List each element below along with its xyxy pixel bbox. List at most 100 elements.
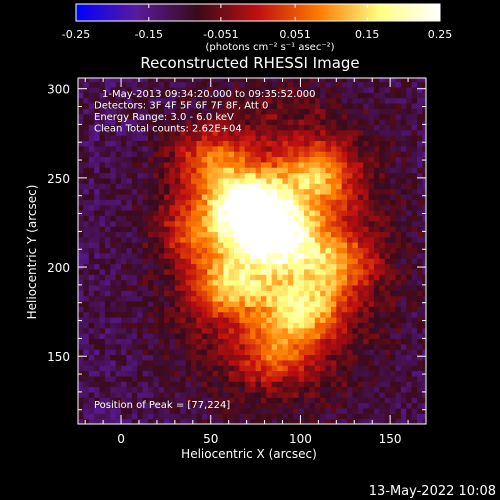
heatmap-cell	[320, 124, 327, 131]
heatmap-cell	[287, 113, 294, 120]
heatmap-cell	[158, 413, 165, 420]
heatmap-cell	[363, 258, 370, 265]
heatmap-cell	[201, 295, 208, 302]
heatmap-cell	[384, 247, 391, 254]
heatmap-cell	[212, 193, 219, 200]
heatmap-cell	[191, 242, 197, 249]
heatmap-cell	[293, 407, 300, 414]
heatmap-cell	[266, 258, 273, 265]
heatmap-cell	[341, 236, 348, 243]
heatmap-cell	[212, 407, 219, 414]
heatmap-cell	[266, 349, 273, 356]
heatmap-cell	[217, 316, 224, 323]
heatmap-cell	[255, 386, 262, 393]
heatmap-cell	[147, 220, 154, 227]
heatmap-cell	[320, 247, 327, 254]
heatmap-cell	[228, 236, 235, 243]
heatmap-cell	[217, 209, 224, 216]
heatmap-cell	[406, 333, 413, 339]
heatmap-cell	[201, 113, 208, 120]
heatmap-cell	[212, 300, 219, 307]
heatmap-cell	[357, 81, 364, 88]
heatmap-cell	[277, 204, 284, 211]
heatmap-cell	[277, 397, 284, 404]
heatmap-cell	[373, 359, 380, 366]
heatmap-cell	[78, 177, 84, 184]
heatmap-cell	[115, 209, 122, 216]
heatmap-cell	[411, 199, 418, 206]
heatmap-cell	[250, 338, 257, 345]
heatmap-cell	[185, 327, 192, 334]
heatmap-cell	[169, 263, 176, 270]
heatmap-cell	[309, 391, 316, 398]
heatmap-cell	[304, 311, 310, 318]
heatmap-cell	[131, 365, 138, 372]
heatmap-cell	[400, 375, 407, 382]
heatmap-cell	[411, 365, 418, 372]
heatmap-cell	[379, 193, 386, 200]
heatmap-cell	[304, 209, 310, 216]
heatmap-cell	[201, 418, 208, 424]
heatmap-cell	[282, 263, 289, 270]
heatmap-cell	[304, 247, 310, 254]
heatmap-cell	[352, 316, 359, 323]
heatmap-cell	[131, 391, 138, 398]
heatmap-cell	[239, 183, 246, 190]
heatmap-cell	[131, 151, 138, 158]
heatmap-cell	[320, 193, 327, 200]
heatmap-cell	[244, 236, 251, 243]
heatmap-cell	[78, 370, 84, 377]
heatmap-cell	[390, 290, 397, 297]
heatmap-cell	[260, 290, 267, 297]
heatmap-cell	[196, 172, 203, 179]
heatmap-cell	[110, 295, 117, 302]
heatmap-cell	[78, 129, 84, 136]
heatmap-cell	[110, 247, 117, 254]
heatmap-cell	[88, 113, 95, 120]
heatmap-cell	[223, 161, 230, 168]
heatmap-cell	[239, 386, 246, 393]
heatmap-cell	[373, 161, 380, 168]
heatmap-cell	[314, 135, 321, 142]
heatmap-cell	[400, 92, 407, 99]
heatmap-cell	[212, 359, 219, 366]
heatmap-cell	[142, 397, 149, 404]
heatmap-cell	[147, 391, 154, 398]
heatmap-cell	[239, 124, 246, 131]
heatmap-cell	[379, 236, 386, 243]
heatmap-cell	[406, 236, 413, 243]
heatmap-cell	[239, 231, 246, 238]
heatmap-cell	[373, 183, 380, 190]
heatmap-cell	[158, 183, 165, 190]
heatmap-cell	[196, 236, 203, 243]
heatmap-cell	[384, 124, 391, 131]
heatmap-cell	[330, 177, 337, 184]
heatmap-cell	[78, 161, 84, 168]
heatmap-cell	[293, 215, 300, 222]
heatmap-cell	[314, 284, 321, 291]
heatmap-cell	[277, 252, 284, 259]
heatmap-cell	[293, 161, 300, 168]
heatmap-cell	[174, 199, 181, 206]
heatmap-cell	[234, 236, 241, 243]
heatmap-cell	[277, 156, 284, 163]
heatmap-cell	[115, 140, 122, 147]
heatmap-cell	[417, 102, 424, 109]
heatmap-cell	[180, 311, 187, 318]
heatmap-cell	[357, 102, 364, 109]
heatmap-cell	[244, 124, 251, 131]
heatmap-cell	[277, 151, 284, 158]
heatmap-cell	[94, 193, 101, 200]
heatmap-cell	[417, 161, 424, 168]
heatmap-cell	[244, 365, 251, 372]
heatmap-cell	[330, 295, 337, 302]
heatmap-cell	[126, 413, 133, 420]
heatmap-cell	[137, 177, 144, 184]
heatmap-cell	[158, 327, 165, 334]
heatmap-cell	[169, 81, 176, 88]
heatmap-cell	[411, 354, 418, 361]
heatmap-cell	[207, 151, 214, 158]
heatmap-cell	[158, 274, 165, 281]
heatmap-cell	[411, 375, 418, 382]
heatmap-cell	[169, 284, 176, 291]
